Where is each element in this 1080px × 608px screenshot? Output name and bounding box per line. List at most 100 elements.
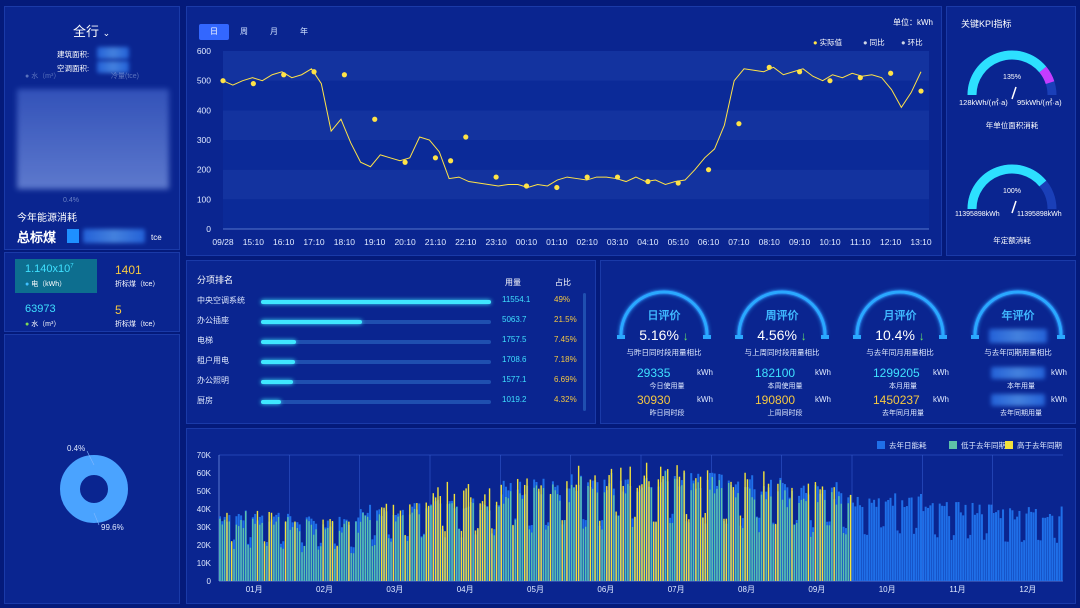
trend-point bbox=[584, 174, 590, 180]
bar-last-year bbox=[898, 533, 901, 581]
org-selector[interactable]: 全行 ⌄ bbox=[73, 21, 110, 40]
bar-current bbox=[744, 472, 746, 581]
bar-last-year bbox=[870, 502, 873, 581]
gauge-needle bbox=[1011, 86, 1017, 100]
evaluation-card-day: 日评价 5.16% ↓ 与昨日同时段用量相比 29335 kWh 今日使用量 30930 kW… bbox=[605, 271, 723, 421]
trend-point bbox=[614, 174, 621, 180]
bar-current bbox=[362, 512, 364, 581]
ac-area-value bbox=[97, 61, 129, 73]
bar-x-tick: 05月 bbox=[527, 585, 544, 594]
bar-current bbox=[690, 490, 692, 581]
bar-current bbox=[451, 503, 453, 581]
bar-current bbox=[519, 493, 521, 581]
legend-actual[interactable]: ● 实际值 bbox=[813, 38, 843, 47]
bar-current bbox=[477, 528, 479, 581]
bar-current bbox=[685, 514, 688, 581]
ranking-row-share: 4.32% bbox=[554, 395, 577, 404]
bar-current bbox=[756, 517, 758, 581]
tab-day[interactable]: 日 bbox=[199, 24, 229, 40]
bar-current bbox=[235, 524, 238, 581]
kpi-gauge2-label: 年定额消耗 bbox=[993, 236, 1031, 245]
bar-y-tick: 20K bbox=[197, 541, 212, 550]
bar-last-year bbox=[980, 514, 983, 581]
bar-current bbox=[603, 492, 606, 581]
bar-current bbox=[735, 497, 737, 581]
ranking-row: 电梯 1757.5 7.45% bbox=[197, 335, 583, 349]
trend-point bbox=[432, 155, 439, 161]
tab-month[interactable]: 月 bbox=[270, 27, 278, 36]
trend-point bbox=[736, 121, 742, 127]
legend-mom[interactable]: ● 环比 bbox=[901, 38, 923, 47]
evaluation-prev-unit: kWh bbox=[1051, 395, 1067, 404]
tab-week[interactable]: 周 bbox=[240, 27, 248, 36]
bar-current bbox=[821, 486, 824, 581]
energy-summary-panel: 1.140x107 ● 电（kWh） 1401 折标煤（tce） 63973 ●… bbox=[4, 252, 180, 332]
bar-current bbox=[439, 496, 442, 581]
evaluation-current-label: 今日使用量 bbox=[649, 383, 685, 390]
legend-yoy[interactable]: ● 同比 bbox=[863, 38, 885, 47]
ranking-scrollbar[interactable] bbox=[583, 293, 586, 411]
bar-current bbox=[577, 465, 580, 581]
evaluation-arc bbox=[735, 289, 829, 339]
bar-current bbox=[226, 512, 228, 581]
trend-band bbox=[223, 169, 929, 200]
bar-last-year bbox=[1053, 537, 1056, 581]
ranking-col-share: 占比 bbox=[555, 278, 571, 287]
bar-current bbox=[219, 518, 221, 581]
bar-current bbox=[416, 503, 418, 581]
evaluation-current-value: 182100 bbox=[755, 366, 796, 380]
trend-y-tick: 600 bbox=[197, 46, 211, 56]
bar-last-year bbox=[894, 493, 897, 581]
bar-last-year bbox=[978, 504, 981, 581]
bar-x-tick: 01月 bbox=[246, 585, 263, 594]
bar-current bbox=[282, 548, 284, 581]
elec-coal-value: 1401 bbox=[115, 263, 142, 277]
share-donut-chart: 0.4% 99.6% bbox=[60, 444, 128, 532]
evaluation-arc bbox=[617, 289, 711, 339]
ranking-panel: 分项排名 用量 占比 中央空调系统 11554.1 49% 办公插座 5063.7 21.… bbox=[186, 260, 596, 424]
evaluation-title: 周评价 bbox=[765, 310, 799, 322]
bar-current bbox=[315, 529, 317, 581]
trend-point bbox=[766, 64, 772, 70]
donut-leader-large bbox=[93, 512, 100, 526]
bar-current bbox=[742, 528, 744, 581]
evaluation-title: 年评价 bbox=[1001, 310, 1035, 322]
bar-current bbox=[352, 553, 355, 581]
coal-unit: tce bbox=[151, 233, 162, 242]
bar-last-year bbox=[905, 506, 908, 581]
bar-current bbox=[334, 548, 336, 581]
trend-x-tick: 17:10 bbox=[303, 237, 325, 247]
yearly-energy-title: 今年能源消耗 bbox=[17, 213, 77, 224]
evaluation-current-unit: kWh bbox=[697, 368, 713, 377]
bar-current bbox=[842, 533, 845, 581]
bar-current bbox=[493, 535, 495, 581]
trend-y-tick: 100 bbox=[197, 194, 211, 204]
trend-x-tick: 13:10 bbox=[910, 237, 932, 247]
elec-highlight bbox=[15, 259, 97, 293]
bar-current bbox=[791, 487, 793, 581]
ranking-row-share: 7.45% bbox=[554, 335, 577, 344]
trend-x-tick: 16:10 bbox=[273, 237, 295, 247]
ranking-row-bar bbox=[261, 380, 293, 384]
kpi-gauges bbox=[967, 50, 1057, 214]
bar-last-year bbox=[910, 497, 913, 581]
bar-current bbox=[294, 521, 296, 581]
bar-current bbox=[395, 521, 397, 581]
bar-current bbox=[814, 482, 817, 581]
bar-last-year bbox=[955, 502, 958, 581]
bar-current bbox=[610, 468, 613, 581]
bar-last-year bbox=[948, 516, 951, 581]
bar-current bbox=[223, 519, 226, 581]
evaluation-arc-fill bbox=[973, 290, 1063, 337]
bar-current bbox=[277, 516, 280, 581]
bar-current bbox=[434, 497, 437, 581]
ranking-row: 办公插座 5063.7 21.5% bbox=[197, 315, 583, 329]
bar-current bbox=[528, 529, 531, 581]
bar-last-year bbox=[1058, 516, 1061, 581]
tab-year[interactable]: 年 bbox=[300, 27, 308, 36]
bar-current bbox=[688, 519, 690, 581]
bar-last-year bbox=[966, 538, 969, 581]
evaluation-percent: 4.56% ↓ bbox=[757, 327, 807, 343]
bar-current bbox=[484, 494, 486, 581]
bar-last-year bbox=[1037, 539, 1040, 581]
